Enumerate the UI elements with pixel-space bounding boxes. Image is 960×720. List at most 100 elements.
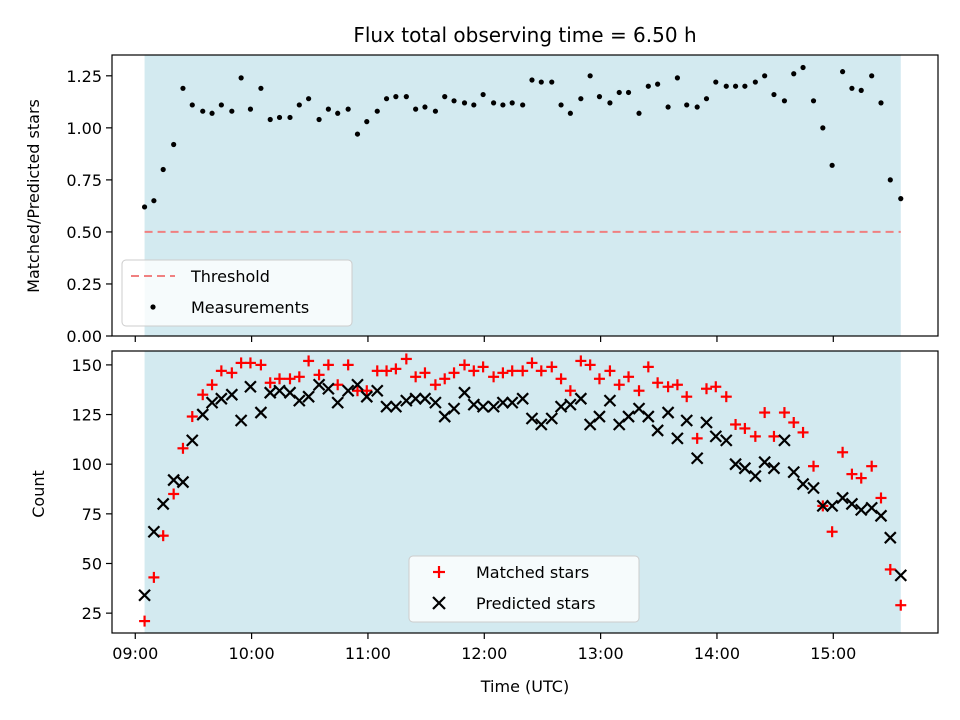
measurement-point xyxy=(374,108,380,114)
matched-star-point xyxy=(768,430,780,442)
x-tick-label: 11:00 xyxy=(345,644,391,663)
predicted-star-point xyxy=(205,396,219,409)
x-tick-label: 14:00 xyxy=(694,644,740,663)
measurement-point xyxy=(393,94,399,100)
y-tick-label: 1.00 xyxy=(66,119,102,138)
matched-star-point xyxy=(613,379,625,391)
predicted-star-point xyxy=(273,384,286,397)
measurement-point xyxy=(800,64,806,71)
predicted-star-point xyxy=(418,392,432,405)
predicted-star-point xyxy=(409,392,422,405)
legend-measurements-swatch xyxy=(150,304,156,310)
matched-star-point xyxy=(371,365,383,377)
matched-star-point xyxy=(244,357,256,369)
top-plot-frame xyxy=(111,54,939,337)
measurement-point xyxy=(490,100,497,106)
measurement-point xyxy=(694,104,700,110)
matched-star-point xyxy=(186,411,198,423)
measurement-point xyxy=(209,110,215,116)
predicted-star-point xyxy=(796,477,810,491)
measurement-point xyxy=(383,96,390,102)
matched-star-point xyxy=(303,355,315,367)
measurement-point xyxy=(520,102,526,108)
x-tick-label: 15:00 xyxy=(810,644,856,663)
measurement-point xyxy=(287,114,293,121)
measurement-point xyxy=(829,162,835,168)
matched-star-point xyxy=(584,359,596,371)
matched-star-point xyxy=(215,365,227,377)
measurement-point xyxy=(849,85,855,91)
measurement-point xyxy=(461,100,468,106)
measurement-point xyxy=(858,87,864,93)
measurement-point xyxy=(752,79,758,85)
predicted-star-point xyxy=(651,424,664,437)
matched-star-point xyxy=(177,442,189,454)
measurement-point xyxy=(616,89,622,96)
legend-predicted-swatch xyxy=(432,596,446,610)
predicted-star-point xyxy=(138,588,151,602)
y-tick-label: 0.50 xyxy=(66,223,102,242)
x-tick-label: 10:00 xyxy=(229,644,275,663)
matched-star-point xyxy=(226,367,238,379)
matched-star-point xyxy=(778,407,790,419)
y-tick-label: 0.25 xyxy=(66,275,102,294)
chart-title: Flux total observing time = 6.50 h xyxy=(353,23,696,47)
matched-star-point xyxy=(875,492,887,504)
measurement-point xyxy=(413,106,419,112)
measurement-point xyxy=(607,100,613,106)
y-tick-label: 25 xyxy=(82,604,102,623)
predicted-star-point xyxy=(196,408,210,421)
predicted-star-point xyxy=(156,497,170,511)
measurement-point xyxy=(171,141,177,148)
matched-star-point xyxy=(593,373,605,385)
matched-star-point xyxy=(313,369,325,381)
matched-star-point xyxy=(866,460,878,472)
measurement-point xyxy=(567,110,573,116)
measurement-point xyxy=(267,116,273,123)
matched-star-point xyxy=(662,381,674,393)
matched-star-point xyxy=(652,377,664,389)
matched-star-point xyxy=(459,359,471,371)
predicted-star-point xyxy=(574,392,588,405)
measurement-point xyxy=(578,96,584,102)
matched-star-point xyxy=(351,385,363,397)
measurement-point xyxy=(200,108,206,114)
measurement-point xyxy=(674,75,681,81)
predicted-star-point xyxy=(215,392,228,405)
matched-star-point xyxy=(206,379,218,391)
predicted-star-point xyxy=(749,469,762,483)
bottom-x-ticks: 09:00 10:00 11:00 12:00 13:00 14:00 15:00 xyxy=(112,633,856,663)
predicted-star-point xyxy=(778,434,791,447)
predicted-star-point xyxy=(642,410,655,423)
measurement-point xyxy=(296,102,302,108)
predicted-star-point xyxy=(719,434,733,447)
predicted-star-point xyxy=(370,384,384,397)
y-tick-label: 50 xyxy=(82,554,102,573)
predicted-star-point xyxy=(807,481,820,495)
measurement-point xyxy=(549,79,555,85)
measurement-point xyxy=(869,73,875,79)
predicted-star-point xyxy=(661,406,675,419)
predicted-star-point xyxy=(147,525,161,538)
matched-star-point xyxy=(322,359,334,371)
matched-star-point xyxy=(691,432,703,444)
y-tick-label: 75 xyxy=(82,505,102,524)
measurement-point xyxy=(238,75,244,81)
matched-star-point xyxy=(730,418,742,430)
matched-star-point xyxy=(749,430,761,442)
y-tick-label: 1.25 xyxy=(66,67,102,86)
legend-measurements-label: Measurements xyxy=(191,298,309,317)
matched-star-point xyxy=(361,385,373,397)
measurement-point xyxy=(645,83,651,89)
matched-star-point xyxy=(808,460,820,472)
measurement-point xyxy=(335,110,341,116)
matched-star-point xyxy=(390,363,402,375)
bottom-plot-frame xyxy=(111,350,939,634)
measurement-point xyxy=(878,100,884,106)
predicted-stars-points xyxy=(138,378,908,602)
measurement-point xyxy=(480,91,486,98)
y-tick-label: 100 xyxy=(71,455,102,474)
matched-star-point xyxy=(235,357,247,369)
predicted-star-point xyxy=(836,491,849,505)
